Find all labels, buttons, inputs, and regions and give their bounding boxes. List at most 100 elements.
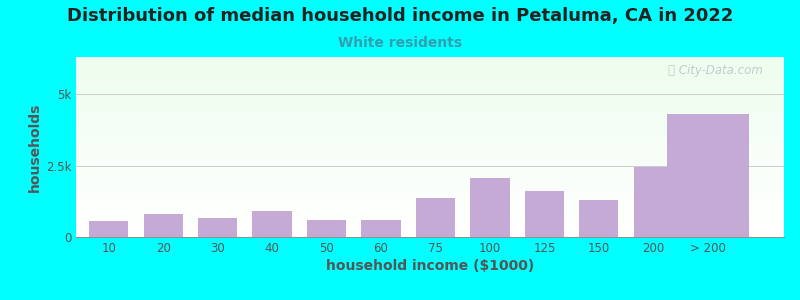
Bar bbox=[76, 154, 784, 155]
Bar bbox=[76, 67, 784, 68]
Bar bbox=[76, 141, 784, 142]
Bar bbox=[76, 195, 784, 196]
Bar bbox=[76, 136, 784, 137]
Bar bbox=[76, 212, 784, 213]
Bar bbox=[76, 100, 784, 101]
Bar bbox=[76, 202, 784, 203]
Bar bbox=[416, 198, 455, 237]
Bar bbox=[76, 106, 784, 107]
Bar bbox=[76, 226, 784, 227]
Bar bbox=[76, 81, 784, 82]
Bar bbox=[76, 128, 784, 129]
Bar bbox=[76, 192, 784, 193]
Bar bbox=[76, 215, 784, 216]
Bar bbox=[76, 169, 784, 170]
Bar bbox=[76, 144, 784, 145]
Bar bbox=[76, 109, 784, 110]
Bar bbox=[525, 191, 564, 237]
Bar bbox=[76, 84, 784, 85]
Bar bbox=[76, 177, 784, 178]
Bar bbox=[76, 59, 784, 60]
Bar bbox=[76, 199, 784, 200]
Bar bbox=[76, 122, 784, 123]
Bar bbox=[76, 97, 784, 98]
Bar bbox=[76, 187, 784, 188]
Bar bbox=[76, 103, 784, 104]
Bar bbox=[76, 231, 784, 232]
Bar bbox=[76, 104, 784, 105]
Bar bbox=[76, 203, 784, 204]
Bar bbox=[76, 179, 784, 180]
Bar bbox=[76, 204, 784, 205]
Bar bbox=[76, 132, 784, 133]
Bar bbox=[76, 190, 784, 191]
Bar bbox=[76, 111, 784, 112]
Bar bbox=[76, 234, 784, 235]
Bar bbox=[76, 229, 784, 230]
Bar bbox=[76, 110, 784, 111]
Bar bbox=[76, 152, 784, 153]
Bar bbox=[362, 220, 401, 237]
Bar bbox=[76, 60, 784, 61]
Bar bbox=[76, 114, 784, 115]
Bar bbox=[76, 139, 784, 140]
Bar bbox=[76, 156, 784, 157]
Bar bbox=[76, 196, 784, 197]
Bar bbox=[76, 201, 784, 202]
Bar bbox=[76, 129, 784, 130]
Bar bbox=[76, 191, 784, 192]
Bar bbox=[76, 224, 784, 225]
Bar bbox=[76, 175, 784, 176]
Bar bbox=[76, 208, 784, 209]
Bar bbox=[76, 98, 784, 99]
Bar bbox=[76, 207, 784, 208]
Y-axis label: households: households bbox=[27, 102, 42, 192]
Bar bbox=[76, 220, 784, 221]
Bar bbox=[76, 105, 784, 106]
Bar bbox=[76, 134, 784, 135]
Bar bbox=[76, 153, 784, 154]
Bar bbox=[76, 71, 784, 72]
Bar bbox=[76, 64, 784, 65]
Bar bbox=[76, 93, 784, 94]
Bar bbox=[253, 211, 292, 237]
Bar bbox=[76, 194, 784, 195]
Bar bbox=[76, 235, 784, 236]
Bar bbox=[76, 95, 784, 96]
Bar bbox=[76, 113, 784, 114]
Bar bbox=[76, 69, 784, 70]
Bar bbox=[76, 213, 784, 214]
Bar bbox=[76, 230, 784, 231]
Bar bbox=[76, 57, 784, 58]
Bar bbox=[76, 140, 784, 141]
Bar bbox=[76, 169, 784, 170]
Bar bbox=[76, 149, 784, 150]
Bar bbox=[76, 146, 784, 147]
Bar bbox=[76, 200, 784, 201]
Bar bbox=[76, 145, 784, 146]
Bar bbox=[76, 165, 784, 166]
Bar bbox=[76, 61, 784, 62]
Bar bbox=[76, 232, 784, 233]
Text: White residents: White residents bbox=[338, 36, 462, 50]
Bar bbox=[76, 185, 784, 186]
Bar bbox=[76, 217, 784, 218]
Bar bbox=[76, 210, 784, 211]
Bar bbox=[76, 183, 784, 184]
Bar bbox=[76, 218, 784, 219]
Bar bbox=[76, 223, 784, 224]
Bar bbox=[76, 120, 784, 121]
Bar bbox=[76, 160, 784, 161]
Bar bbox=[76, 123, 784, 124]
Bar bbox=[76, 74, 784, 75]
Text: Ⓢ City-Data.com: Ⓢ City-Data.com bbox=[668, 64, 762, 77]
Bar bbox=[76, 119, 784, 120]
Bar bbox=[76, 66, 784, 67]
Bar bbox=[76, 83, 784, 84]
Bar bbox=[76, 188, 784, 189]
Bar bbox=[76, 225, 784, 226]
Bar bbox=[76, 219, 784, 220]
Bar bbox=[76, 167, 784, 168]
Bar bbox=[76, 92, 784, 93]
Bar bbox=[76, 211, 784, 212]
